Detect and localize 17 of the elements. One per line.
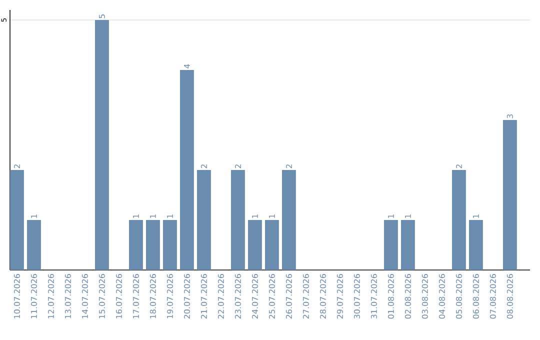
bar — [282, 170, 296, 270]
bar — [162, 220, 177, 270]
bar — [468, 220, 483, 270]
bar — [180, 70, 194, 270]
bar — [264, 220, 279, 270]
bar — [196, 170, 211, 270]
bar — [230, 170, 245, 270]
bar — [384, 220, 398, 270]
bar — [27, 220, 41, 270]
bar — [502, 120, 517, 270]
bar — [10, 170, 24, 270]
bar — [452, 170, 466, 270]
bar — [94, 20, 109, 270]
bar — [248, 220, 262, 270]
bar — [128, 220, 143, 270]
bar — [146, 220, 160, 270]
bar — [400, 220, 415, 270]
